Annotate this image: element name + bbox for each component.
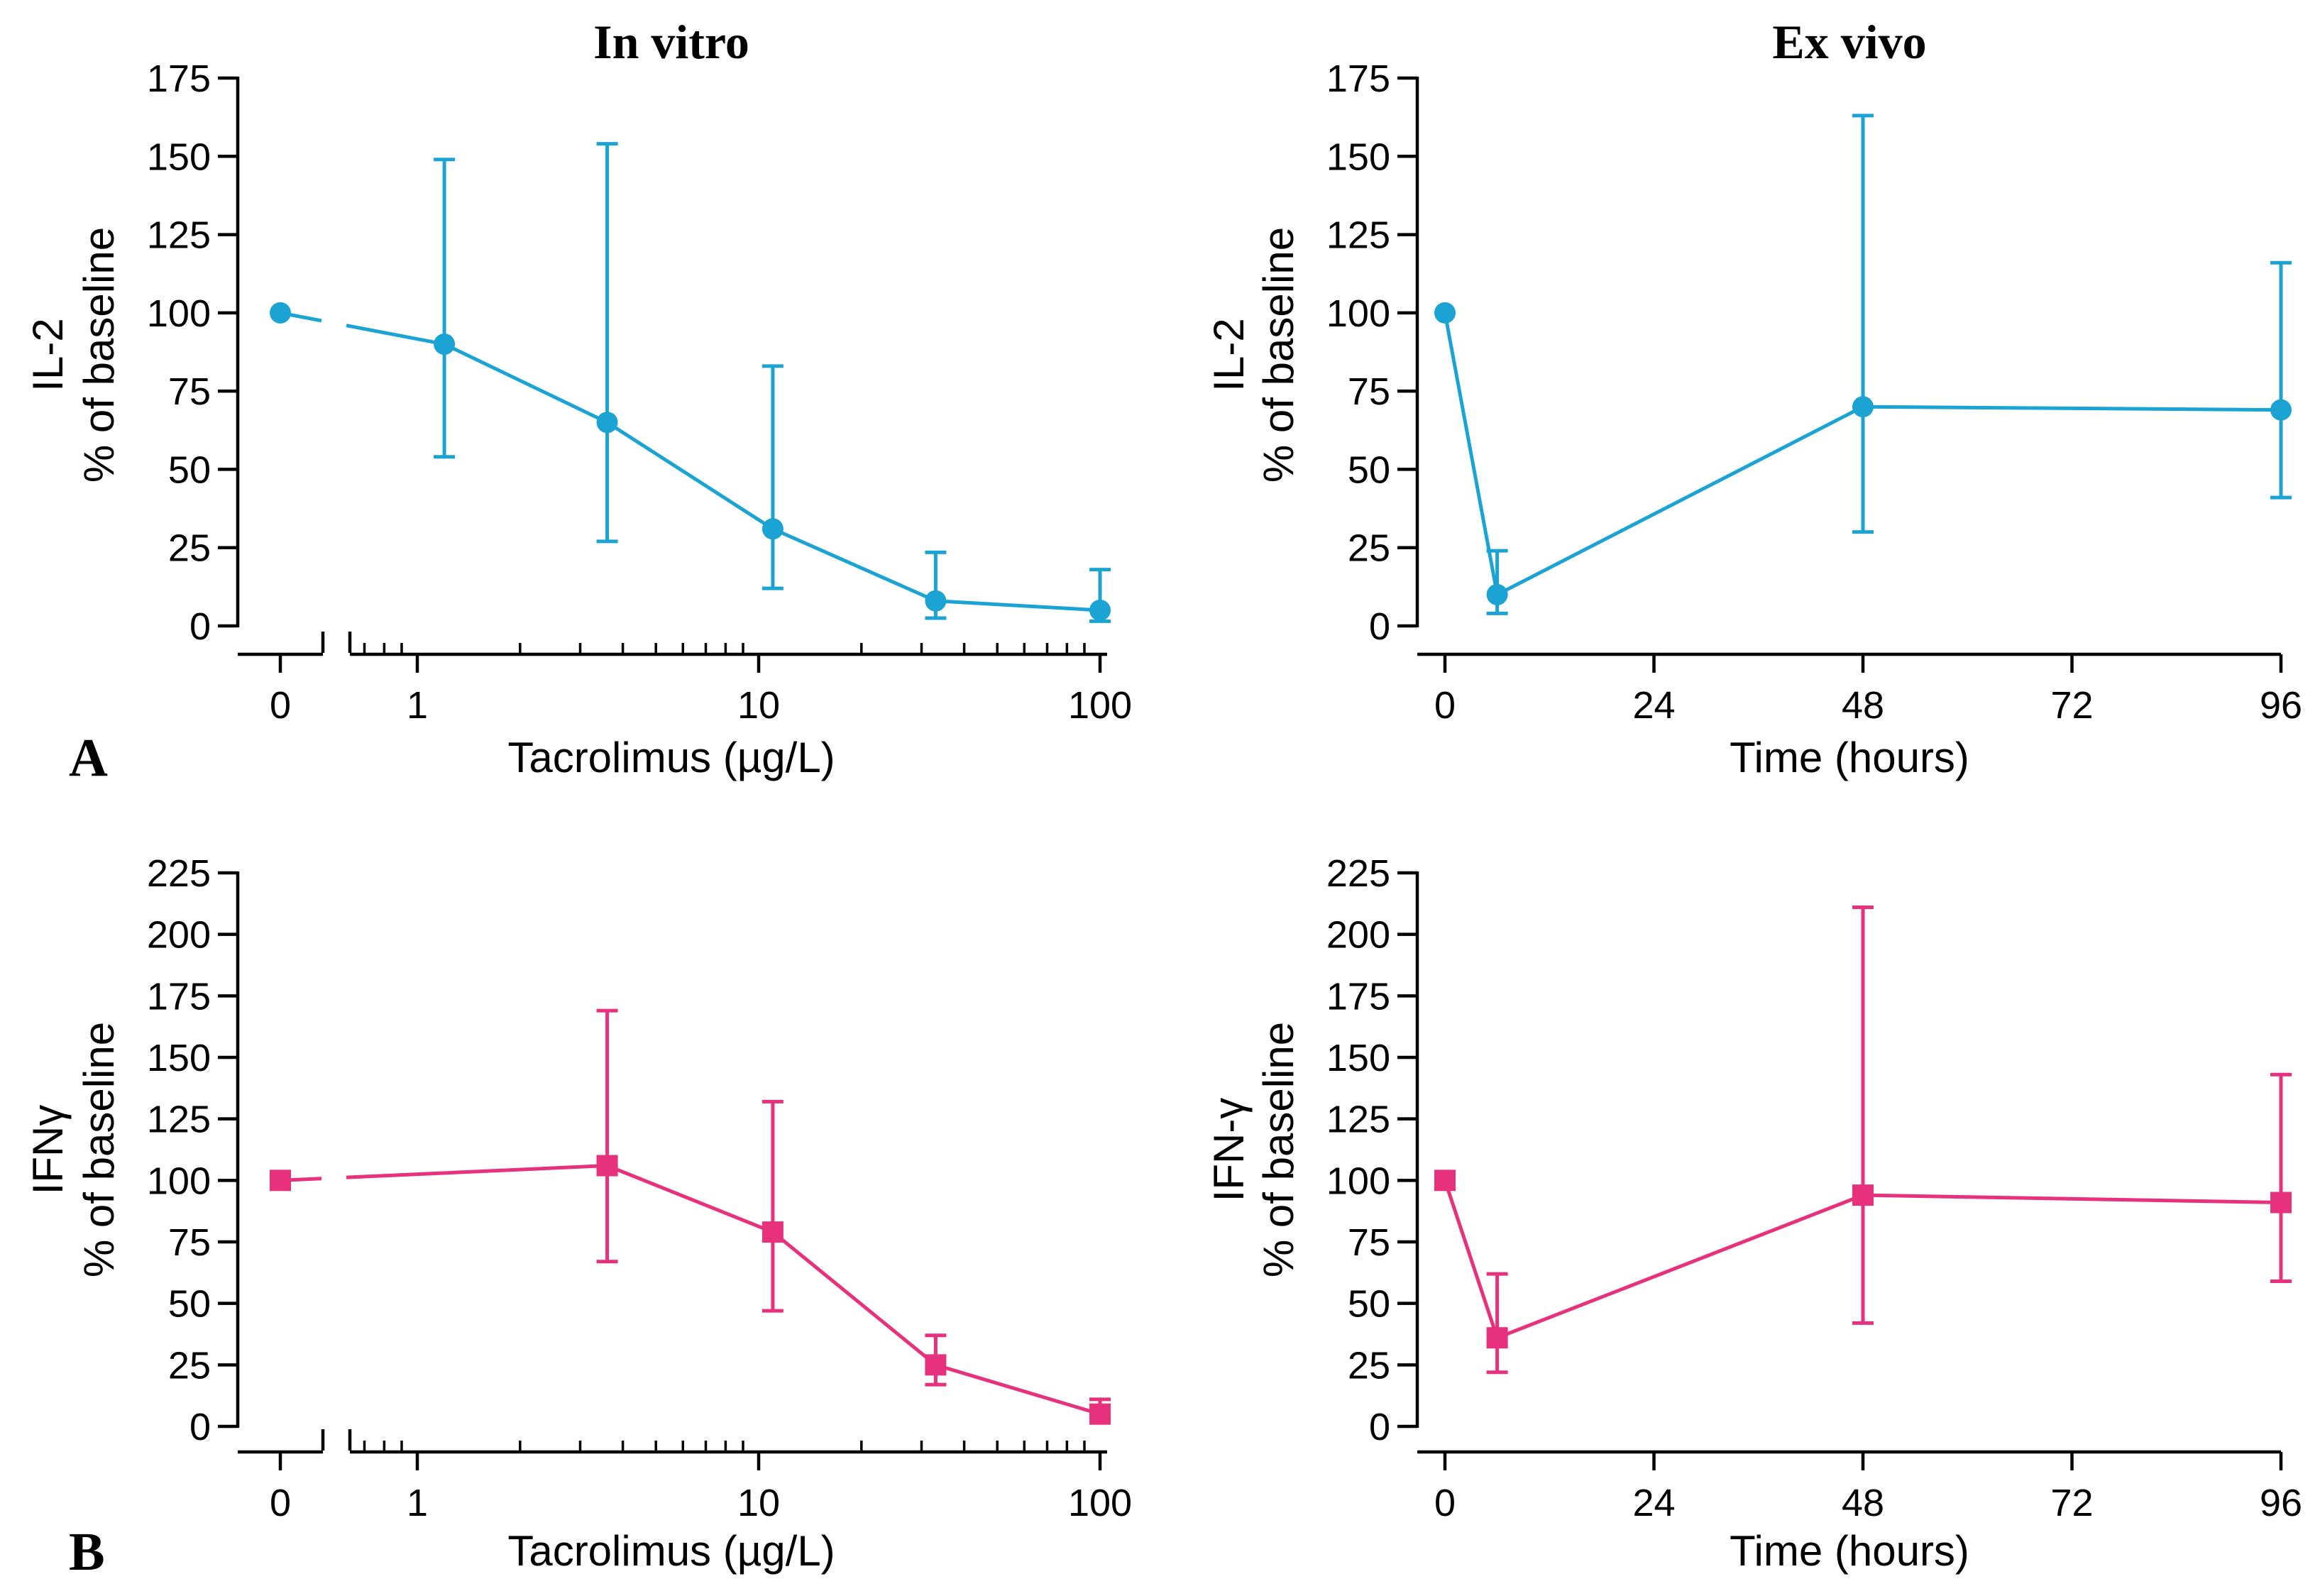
data-point	[1434, 302, 1456, 324]
chart-a-exvivo: Ex vivo 0 25 50 75 100 125 150 175 IL-2% of basel…	[1205, 15, 2302, 781]
data-point	[1852, 1184, 1874, 1206]
x-axis-title: Tacrolimus (µg/L)	[507, 734, 835, 781]
y-tick-label: 150	[147, 136, 211, 178]
panel-label-a: A	[69, 728, 108, 788]
y-tick-label: 50	[168, 1283, 211, 1326]
y-tick-label: 75	[1348, 370, 1390, 413]
series-line	[1443, 1179, 2282, 1340]
y-tick-label: 50	[168, 448, 211, 491]
y-tick-label: 25	[168, 527, 211, 570]
x-tick-label: 24	[1632, 1482, 1675, 1524]
y-tick-label: 150	[147, 1037, 211, 1079]
data-point	[762, 518, 784, 540]
y-tick-label: 75	[168, 1221, 211, 1264]
y-tick-label: 100	[147, 292, 211, 335]
data-point	[1486, 1327, 1508, 1349]
data-point	[270, 1170, 291, 1192]
y-tick-label: 25	[1348, 527, 1390, 570]
y-tick-label: 0	[1369, 605, 1390, 648]
x-axis-title: Time (hours)	[1730, 1527, 1969, 1575]
series-line	[1443, 312, 2282, 597]
y-tick-label: 100	[1326, 1160, 1390, 1202]
data-point	[1434, 1170, 1456, 1192]
data-point	[925, 1354, 947, 1376]
x-tick-label: 10	[737, 1482, 780, 1524]
data-point	[596, 412, 618, 434]
y-tick-label: 225	[147, 852, 211, 895]
y-tick-label: 125	[147, 214, 211, 257]
y-tick-label: 175	[1326, 975, 1390, 1018]
y-tick-label: 100	[147, 1160, 211, 1202]
y-tick-label: 200	[147, 914, 211, 957]
data-point	[2270, 1192, 2292, 1213]
x-tick-label: 72	[2050, 1482, 2093, 1524]
x-tick-label: 0	[1434, 1482, 1456, 1524]
y-axis-title: IFN-γ	[1205, 1098, 1253, 1202]
y-tick-label: 125	[1326, 214, 1390, 257]
y-axis-title: IL-2	[24, 318, 72, 391]
data-point	[925, 590, 947, 612]
x-tick-label: 24	[1632, 684, 1675, 727]
y-tick-label: 150	[1326, 136, 1390, 178]
x-tick-label: 0	[1434, 684, 1456, 727]
y-tick-label: 150	[1326, 1037, 1390, 1079]
data-point	[2270, 399, 2292, 421]
y-tick-label: 50	[1348, 448, 1390, 491]
x-axis-title: Tacrolimus (µg/L)	[507, 1527, 835, 1575]
y-tick-label: 25	[1348, 1344, 1390, 1387]
y-axis-title: IFNγ	[24, 1105, 72, 1195]
y-tick-label: 0	[189, 1406, 211, 1448]
data-point	[434, 333, 456, 355]
y-tick-label: 175	[1326, 57, 1390, 100]
y-tick-label: 125	[147, 1099, 211, 1141]
series-line	[346, 324, 1101, 612]
x-tick-label: 10	[737, 684, 780, 727]
y-tick-label: 175	[147, 975, 211, 1018]
y-tick-label: 75	[168, 370, 211, 413]
x-tick-label: 48	[1842, 684, 1884, 727]
data-point	[762, 1221, 784, 1243]
x-tick-label: 100	[1068, 1482, 1132, 1524]
y-tick-label: 200	[1326, 914, 1390, 957]
x-tick-label: 1	[407, 1482, 428, 1524]
panel-label-b: B	[69, 1522, 105, 1582]
x-tick-label: 96	[2260, 1482, 2302, 1524]
x-tick-label: 0	[270, 1482, 291, 1524]
series-line	[346, 1164, 1101, 1416]
y-tick-label: 75	[1348, 1221, 1390, 1264]
y-tick-label: 0	[1369, 1406, 1390, 1448]
y-axis-subtitle: % of baseline	[75, 227, 123, 483]
x-tick-label: 0	[270, 684, 291, 727]
y-tick-label: 50	[1348, 1283, 1390, 1326]
y-axis-title: IL-2	[1205, 318, 1253, 391]
chart-title: Ex vivo	[1772, 15, 1926, 69]
x-tick-label: 100	[1068, 684, 1132, 727]
x-axis-title: Time (hours)	[1730, 734, 1969, 781]
data-point	[1852, 396, 1874, 418]
y-axis-subtitle: % of baseline	[1255, 227, 1302, 483]
y-tick-label: 175	[147, 57, 211, 100]
x-tick-label: 1	[407, 684, 428, 727]
y-tick-label: 225	[1326, 852, 1390, 895]
data-point	[1486, 583, 1508, 605]
data-point	[1089, 1403, 1111, 1425]
y-tick-label: 125	[1326, 1099, 1390, 1141]
chart-b-exvivo: 0 25 50 75 100 125 150 175 200 225 IFN-γ% of basel…	[1205, 852, 2302, 1575]
data-point	[596, 1155, 618, 1177]
x-tick-label: 96	[2260, 684, 2302, 727]
data-point	[270, 302, 291, 324]
x-tick-label: 72	[2050, 684, 2093, 727]
data-point	[1089, 599, 1111, 621]
x-tick-label: 48	[1842, 1482, 1884, 1524]
y-tick-label: 0	[189, 605, 211, 648]
y-tick-label: 100	[1326, 292, 1390, 335]
y-tick-label: 25	[168, 1344, 211, 1387]
y-axis-subtitle: % of baseline	[1255, 1022, 1302, 1277]
chart-title: In vitro	[593, 15, 749, 69]
y-axis-subtitle: % of baseline	[75, 1022, 123, 1277]
